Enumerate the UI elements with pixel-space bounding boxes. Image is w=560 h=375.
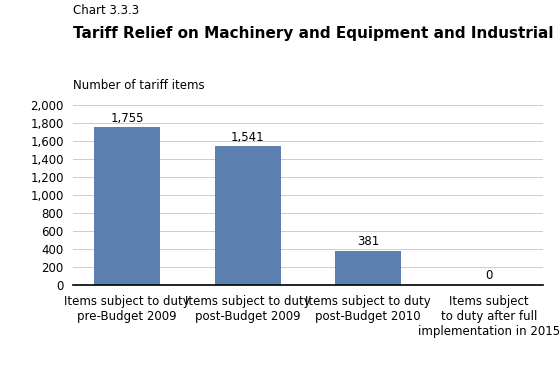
Text: 1,755: 1,755: [110, 112, 144, 125]
Text: Tariff Relief on Machinery and Equipment and Industrial Inputs: Tariff Relief on Machinery and Equipment…: [73, 26, 560, 41]
Bar: [335, 251, 402, 285]
Bar: [94, 127, 160, 285]
Text: 0: 0: [485, 269, 492, 282]
Text: Number of tariff items: Number of tariff items: [73, 79, 204, 92]
Text: 1,541: 1,541: [231, 131, 264, 144]
Bar: [214, 146, 281, 285]
Text: 381: 381: [357, 236, 379, 249]
Text: Chart 3.3.3: Chart 3.3.3: [73, 4, 139, 17]
